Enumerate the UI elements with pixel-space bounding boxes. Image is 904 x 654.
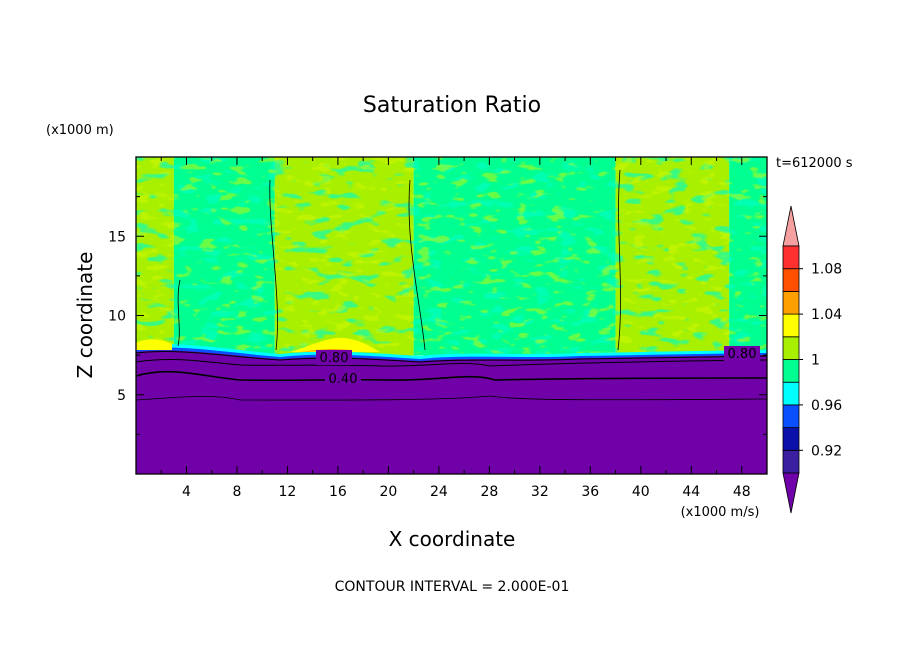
y-unit-label: (x1000 m): [46, 123, 114, 138]
x-tick-label: 8: [232, 484, 241, 500]
colorbar-top-arrow: [782, 205, 800, 247]
colorbar-swatch: [782, 404, 800, 428]
colorbar-swatch: [782, 336, 800, 360]
x-tick-label: 48: [733, 484, 751, 500]
contour-label-group: 0.80 0.40 0.80: [316, 346, 760, 387]
colorbar-swatch: [782, 290, 800, 315]
colorbar-tick-label: 1.04: [811, 307, 842, 323]
x-axis: 4 8 12 16 20 24 28 32 36 40 44 48: [160, 157, 751, 500]
x-tick-label: 16: [329, 484, 347, 500]
y-axis: 5 10 15: [108, 196, 767, 435]
colorbar-swatch: [782, 381, 800, 406]
x-tick-label: 24: [430, 484, 448, 500]
y-tick-label: 10: [108, 309, 126, 325]
colorbar-swatch: [782, 359, 800, 383]
x-tick-label: 32: [531, 484, 549, 500]
x-tick-label: 44: [682, 484, 700, 500]
y-axis-label: Z coordinate: [73, 252, 97, 379]
plot-area: 0.80 0.40 0.80: [136, 157, 767, 474]
yellow-patch-middle: [290, 337, 380, 352]
colorbar-swatch: [782, 313, 800, 338]
colorbar-swatch: [782, 449, 800, 474]
colorbar: 0.92 0.96 1 1.04 1.08: [782, 205, 842, 514]
contour-label: 0.80: [728, 347, 757, 362]
time-label: t=612000 s: [776, 156, 853, 171]
purple-region: [136, 350, 767, 474]
contour-lines: [136, 169, 767, 401]
colorbar-tick-label: 1.08: [811, 262, 842, 278]
y-tick-label: 15: [108, 229, 126, 245]
x-tick-label: 36: [581, 484, 599, 500]
x-tick-label: 20: [379, 484, 397, 500]
colorbar-bottom-arrow: [782, 472, 800, 514]
contour-interval-note: CONTOUR INTERVAL = 2.000E-01: [335, 579, 570, 595]
yellow-patch-left: [136, 339, 172, 350]
colorbar-tick-label: 0.92: [811, 443, 842, 459]
upper-noise-lime: [136, 157, 767, 357]
x-tick-label: 4: [182, 484, 191, 500]
colorbar-swatch: [782, 268, 800, 292]
chart-title: Saturation Ratio: [363, 93, 541, 118]
colorbar-swatch: [782, 427, 800, 451]
colorbar-swatch: [782, 245, 800, 270]
contour-label: 0.40: [329, 372, 358, 387]
y-tick-label: 5: [117, 388, 126, 404]
x-unit-label: (x1000 m/s): [681, 505, 760, 520]
contour-label: 0.80: [320, 351, 349, 366]
x-tick-label: 12: [279, 484, 297, 500]
x-tick-label: 28: [480, 484, 498, 500]
x-tick-label: 40: [632, 484, 650, 500]
colorbar-tick-label: 1: [811, 353, 820, 369]
x-axis-label: X coordinate: [389, 527, 516, 551]
colorbar-tick-label: 0.96: [811, 398, 842, 414]
